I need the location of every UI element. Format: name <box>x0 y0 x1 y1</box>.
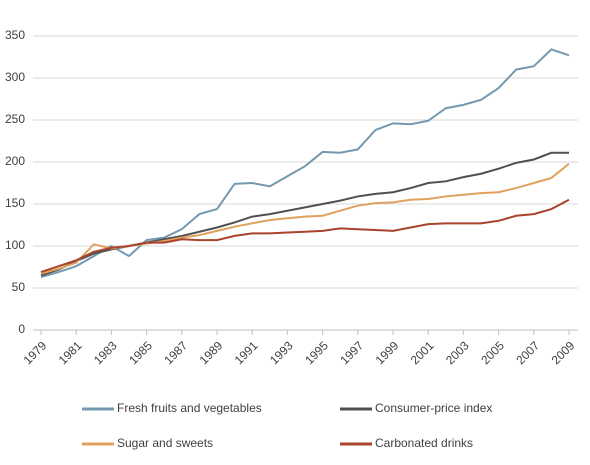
x-tick-label: 1981 <box>56 338 85 367</box>
series-line <box>40 48 570 279</box>
x-tick-label: 1979 <box>21 338 50 367</box>
x-tick-label: 1999 <box>373 338 402 367</box>
y-tick-label: 350 <box>5 28 25 42</box>
x-tick-label: 1985 <box>126 338 155 367</box>
legend-label: Fresh fruits and vegetables <box>117 401 262 415</box>
x-tick-label: 1983 <box>91 338 120 367</box>
x-tick-label: 1991 <box>232 338 261 367</box>
x-tick-label: 2003 <box>443 338 472 367</box>
x-tick-label: 2005 <box>478 338 507 367</box>
x-tick-label: 2001 <box>408 338 437 367</box>
x-tick-label: 1997 <box>337 338 366 367</box>
y-tick-label: 250 <box>5 112 25 126</box>
series-line <box>40 162 570 275</box>
x-tick-label: 1989 <box>197 338 226 367</box>
y-tick-label: 150 <box>5 196 25 210</box>
x-tick-label: 2009 <box>549 338 578 367</box>
series-line <box>40 198 570 273</box>
x-tick-label: 1995 <box>302 338 331 367</box>
legend-label: Sugar and sweets <box>117 436 213 450</box>
x-tick-label: 1987 <box>161 338 190 367</box>
y-tick-label: 300 <box>5 70 25 84</box>
x-tick-label: 1993 <box>267 338 296 367</box>
y-tick-label: 200 <box>5 154 25 168</box>
series-line <box>40 151 569 277</box>
y-tick-label: 0 <box>18 322 25 336</box>
legend-label: Consumer-price index <box>375 401 492 415</box>
legend-label: Carbonated drinks <box>375 436 473 450</box>
x-tick-label: 2007 <box>513 338 542 367</box>
y-tick-label: 50 <box>12 280 26 294</box>
y-tick-label: 100 <box>5 238 25 252</box>
